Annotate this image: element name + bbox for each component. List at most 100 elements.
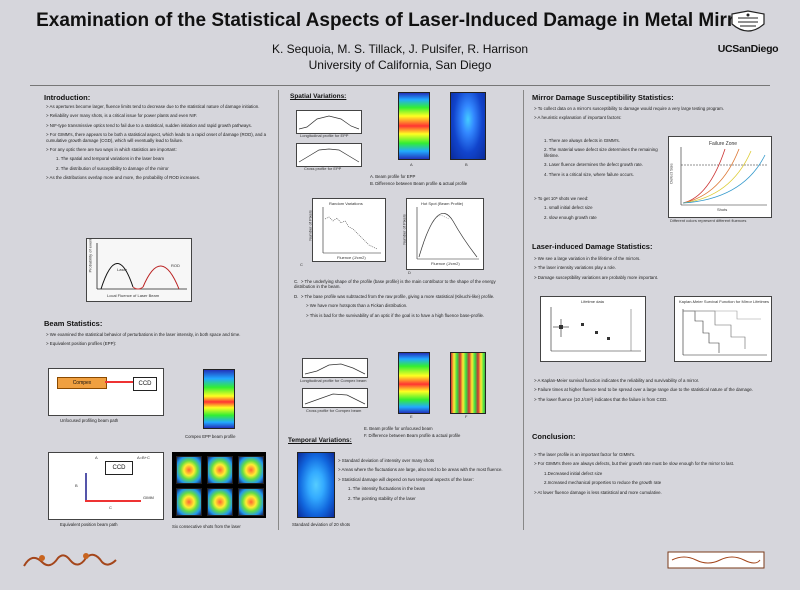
std-dev-image — [297, 452, 335, 518]
beam-line-vertical — [85, 473, 87, 501]
header-divider — [30, 85, 770, 86]
mirror-sub2: 1. small initial defect size — [544, 205, 593, 211]
temporal-sub: 1. The intensity fluctuations in the bea… — [348, 486, 426, 492]
conclusion-text: > The laser profile is an important fact… — [534, 452, 774, 499]
spatial-text-c: C. > The underlying shape of the profile… — [294, 279, 496, 290]
label-F: F — [465, 414, 468, 419]
authors: K. Sequoia, M. S. Tillack, J. Pulsifer, … — [271, 42, 529, 56]
right-ornament — [664, 548, 768, 572]
ccd-box-2: CCD — [105, 461, 133, 475]
scroll-ornament-icon — [667, 551, 765, 569]
label-D-plot: D — [408, 270, 411, 275]
shot-image — [176, 456, 202, 484]
failure-caption: Different colors represent different flu… — [670, 218, 747, 223]
label-a: A — [95, 455, 98, 460]
shot-image — [207, 456, 233, 484]
unfocused-path-caption: Unfocused profiling beam path — [60, 418, 119, 423]
overlap-plot — [96, 243, 187, 290]
label-C-plot: C — [300, 262, 303, 267]
conclusion-bullet: > For GIMM's there are always defects, b… — [534, 461, 735, 467]
defect-growth-curves — [680, 147, 767, 206]
spatial-text-d3: > This is bad for the survivability of a… — [306, 312, 485, 318]
intro-heading: Introduction: — [44, 93, 91, 102]
std-dev-caption: Standard deviation of 20 shots — [292, 522, 351, 527]
dragon-ornament-icon — [23, 553, 117, 567]
caption-A: A. Beam profile for EPP — [370, 174, 416, 179]
lifetime-scatter — [550, 307, 641, 352]
spatial-text-d2: > We have more hotspots than a Fickan di… — [306, 303, 408, 309]
compex-cross-caption: Cross profile for Compex beam — [306, 408, 362, 413]
epp-longitudinal-caption: Longitudinal profile for EPP — [300, 133, 349, 138]
beam-text: > We examined the statistical behavior o… — [46, 332, 272, 351]
six-shots-grid — [172, 452, 266, 518]
kaplan-meier-plot: Kaplan-Meier Survival Function for Mirro… — [674, 296, 772, 362]
plot-d-xlabel: Fluence (J/cm2) — [431, 261, 460, 266]
logo-text: UCSanDiego — [717, 43, 779, 55]
caption-B: B. Difference between Beam profile & act… — [370, 181, 468, 186]
intro-bullet: > As the distributions overlap more and … — [46, 175, 201, 181]
unfocused-beam-image — [398, 352, 430, 414]
epp-beam-profile-image — [398, 92, 430, 160]
random-variations-scatter — [322, 207, 381, 254]
compex-longitudinal-plot — [302, 358, 368, 378]
cross-trace — [298, 148, 360, 163]
compex-beam-profile-image — [203, 369, 235, 429]
caption-F: F. Difference between Beam profile & act… — [364, 433, 461, 438]
intro-bullet: > Reliability over many shots, is a crit… — [46, 113, 198, 119]
shot-image — [176, 488, 202, 516]
epp-longitudinal-plot — [296, 110, 362, 134]
left-ornament — [20, 548, 120, 572]
overlap-laser-label: Laser — [117, 267, 128, 272]
plot-c-ylabel: Number of Pixels — [307, 210, 313, 241]
lids-after-bullet: > Failure times at higher fluence tend t… — [534, 387, 754, 393]
compex-cross-plot — [302, 388, 368, 408]
lids-after-bullet: > A Kaplan-Meier survival function indic… — [534, 378, 700, 383]
spatial-text-d: D. > The base profile was subtracted fro… — [294, 293, 495, 299]
mirror-text: > To collect data on a mirror's suscepti… — [534, 106, 774, 125]
beam-line — [105, 381, 135, 383]
lids-after-text: > A Kaplan-Meier survival function indic… — [534, 378, 774, 406]
label-B: B — [465, 162, 468, 167]
random-variations-plot: Random Variations Fluence (J/cm2) Number… — [308, 198, 386, 262]
mirror-sub: 2. The material wave defect size determi… — [544, 147, 658, 158]
plot-c-title: Random Variations — [329, 201, 363, 206]
caption-E: E. Beam profile for unfocused beam — [364, 426, 433, 431]
label-E: E — [410, 414, 413, 419]
lids-heading: Laser-induced Damage Statistics: — [532, 242, 653, 251]
compex-beam-caption: Compex EPP beam profile — [185, 434, 236, 439]
intro-text: > As apertures become larger, fluence li… — [46, 104, 272, 185]
spatial-explanation: C. > The underlying shape of the profile… — [294, 279, 514, 322]
beam-bullet: > We examined the statistical behavior o… — [46, 332, 241, 337]
survival-curves — [682, 309, 767, 356]
temporal-bullet: > Standard deviation of intensity over m… — [338, 458, 435, 463]
overlap-xlabel: Local Fluence of Laser Beam — [107, 293, 160, 298]
epp-cross-plot — [296, 143, 362, 167]
lifetime-plot-title: Lifetime data — [581, 299, 604, 304]
shot-image — [238, 456, 264, 484]
conclusion-bullet: > The laser profile is an important fact… — [534, 452, 636, 457]
longitudinal-trace — [298, 115, 360, 130]
intro-sub: 1. The spatial and temporal variations i… — [56, 156, 165, 162]
lids-after-bullet: > The lower fluence (10 J/cm²) indicates… — [534, 396, 668, 402]
unfocused-difference-image — [450, 352, 486, 414]
failure-zone-title: Failure Zone — [709, 141, 738, 147]
epp-cross-caption: Cross profile for EPP — [304, 166, 342, 171]
lids-text: > We see a large variation in the lifeti… — [534, 256, 774, 284]
intro-bullet: > NIF-type transmissive optics tend to f… — [46, 122, 252, 128]
conclusion-sub: 1.Decreased initial defect size — [544, 470, 603, 476]
beam-heading: Beam Statistics: — [44, 319, 103, 328]
intro-bullet: > For any optic there are two ways in wh… — [46, 147, 177, 153]
temporal-bullet: > Statistical damage will depend on two … — [338, 476, 474, 482]
plot-d-title: Hot Spot (Beam Profile) — [421, 201, 464, 206]
mirror-heading: Mirror Damage Susceptibility Statistics: — [532, 93, 674, 102]
shot-image — [207, 488, 233, 516]
mirror-sublist: 1. There are always defects in GIMM's. 2… — [544, 138, 662, 181]
mirror-text-2: > To get 10⁸ shots we need: 1. small ini… — [534, 196, 664, 224]
hot-spot-curve — [416, 207, 479, 260]
conclusion-bullet: > At lower fluence damage is less statis… — [534, 489, 662, 495]
mirror-bullet: > A heuristic explanation of important f… — [534, 115, 622, 121]
spatial-heading: Spatial Variations: — [290, 93, 347, 100]
lifetime-plot: Lifetime data — [540, 296, 646, 362]
intro-bullet: > As apertures become larger, fluence li… — [46, 104, 260, 109]
lids-bullet: > We see a large variation in the lifeti… — [534, 256, 641, 261]
